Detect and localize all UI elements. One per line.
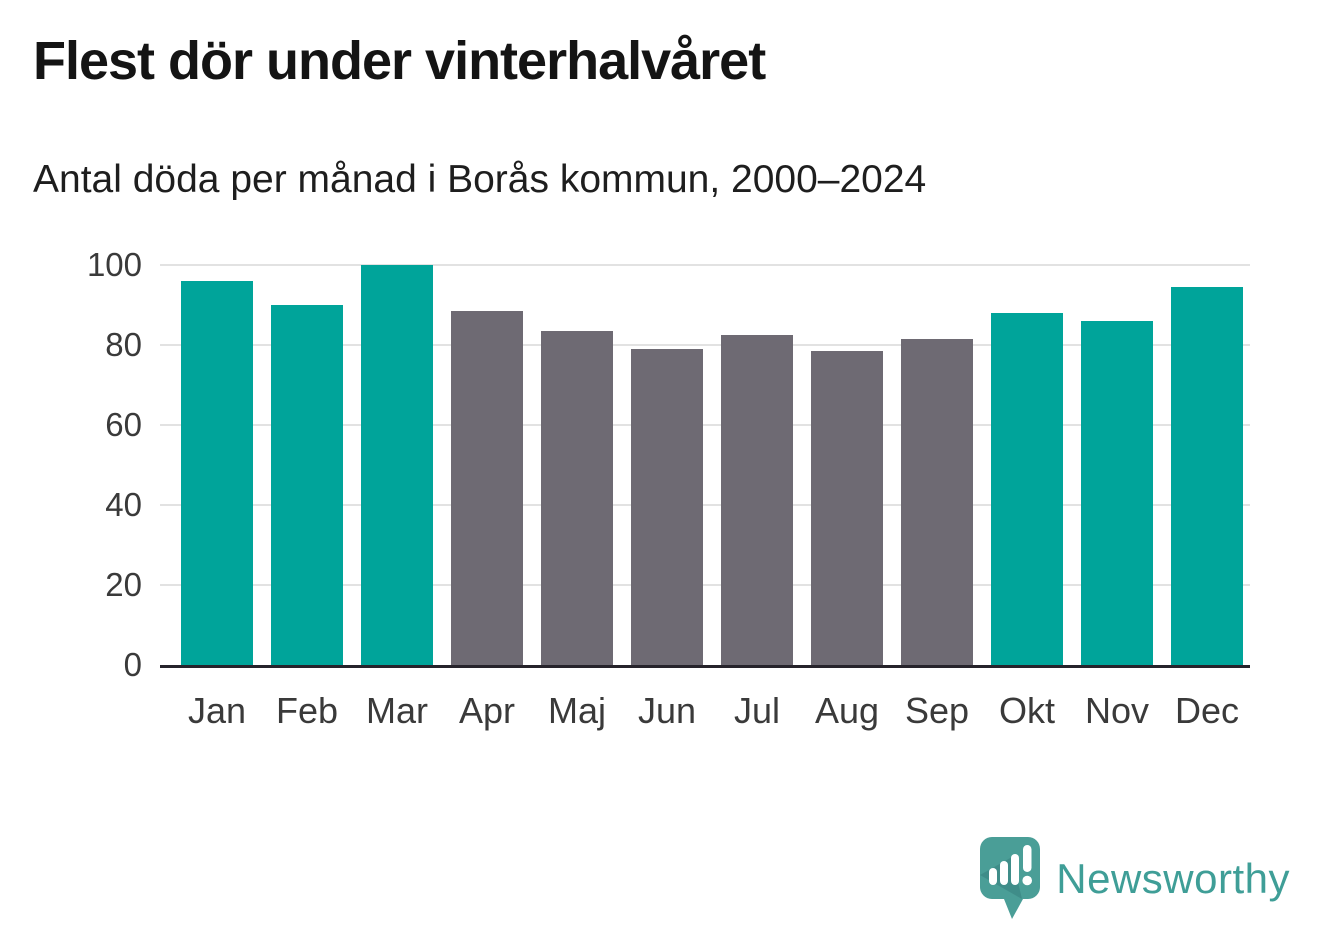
x-tick-label-jul: Jul: [733, 690, 781, 731]
newsworthy-bubble-chart-icon: [978, 835, 1042, 923]
chart-subtitle: Antal döda per månad i Borås kommun, 200…: [33, 158, 927, 201]
x-axis-labels: Jan Feb Mar Apr Maj Jun Jul Aug Sep Okt Nov Dec: [160, 668, 1250, 732]
bar-slot-nov: [1072, 265, 1162, 665]
plot-area: [160, 264, 1250, 668]
bar-nov: [1081, 321, 1153, 665]
bar-slot-maj: [532, 265, 622, 665]
newsworthy-logo: Newsworthy: [978, 835, 1290, 923]
bar-slot-mar: [352, 265, 442, 665]
y-axis-labels: 0 20 40 60 80 100: [86, 246, 142, 683]
bar-jun: [631, 349, 703, 665]
bar-slot-okt: [982, 265, 1072, 665]
x-label-slot-nov: Nov: [1072, 668, 1162, 732]
x-tick-label-maj: Maj: [547, 690, 606, 731]
bar-feb: [271, 305, 343, 665]
x-tick-label-nov: Nov: [1084, 690, 1150, 731]
x-label-slot-jul: Jul: [712, 668, 802, 732]
x-label-slot-sep: Sep: [892, 668, 982, 732]
newsworthy-wordmark: Newsworthy: [1056, 855, 1290, 902]
x-tick-label-jun: Jun: [637, 690, 697, 731]
x-tick-label-feb: Feb: [275, 690, 339, 731]
bar-maj: [541, 331, 613, 665]
x-tick-label-okt: Okt: [998, 690, 1055, 731]
bar-mar: [361, 265, 433, 665]
bar-okt: [991, 313, 1063, 665]
x-tick-label-sep: Sep: [904, 690, 970, 731]
x-label-slot-mar: Mar: [352, 668, 442, 732]
x-tick-label-aug: Aug: [814, 690, 880, 731]
x-tick-label-mar: Mar: [366, 690, 428, 731]
x-label-slot-dec: Dec: [1162, 668, 1252, 732]
bars-container: [160, 265, 1250, 665]
gridline-60: [160, 424, 1250, 426]
gridline-80: [160, 344, 1250, 346]
gridline-20: [160, 584, 1250, 586]
bar-slot-jan: [172, 265, 262, 665]
gridline-100: [160, 264, 1250, 266]
bar-jan: [181, 281, 253, 665]
x-label-slot-aug: Aug: [802, 668, 892, 732]
x-label-slot-maj: Maj: [532, 668, 622, 732]
bar-aug: [811, 351, 883, 665]
x-tick-label-jan: Jan: [187, 690, 247, 731]
x-tick-label-dec: Dec: [1174, 690, 1240, 731]
bar-slot-jul: [712, 265, 802, 665]
x-label-slot-feb: Feb: [262, 668, 352, 732]
gridline-40: [160, 504, 1250, 506]
x-label-slot-jan: Jan: [172, 668, 262, 732]
x-label-slot-okt: Okt: [982, 668, 1072, 732]
bar-sep: [901, 339, 973, 665]
bar-dec: [1171, 287, 1243, 665]
bar-slot-feb: [262, 265, 352, 665]
bar-slot-apr: [442, 265, 532, 665]
bar-slot-dec: [1162, 265, 1252, 665]
bar-apr: [451, 311, 523, 665]
bar-slot-jun: [622, 265, 712, 665]
x-label-slot-jun: Jun: [622, 668, 712, 732]
x-tick-label-apr: Apr: [458, 690, 516, 731]
bar-jul: [721, 335, 793, 665]
x-label-slot-apr: Apr: [442, 668, 532, 732]
bar-slot-sep: [892, 265, 982, 665]
page-title: Flest dör under vinterhalvåret: [33, 31, 766, 91]
bar-slot-aug: [802, 265, 892, 665]
